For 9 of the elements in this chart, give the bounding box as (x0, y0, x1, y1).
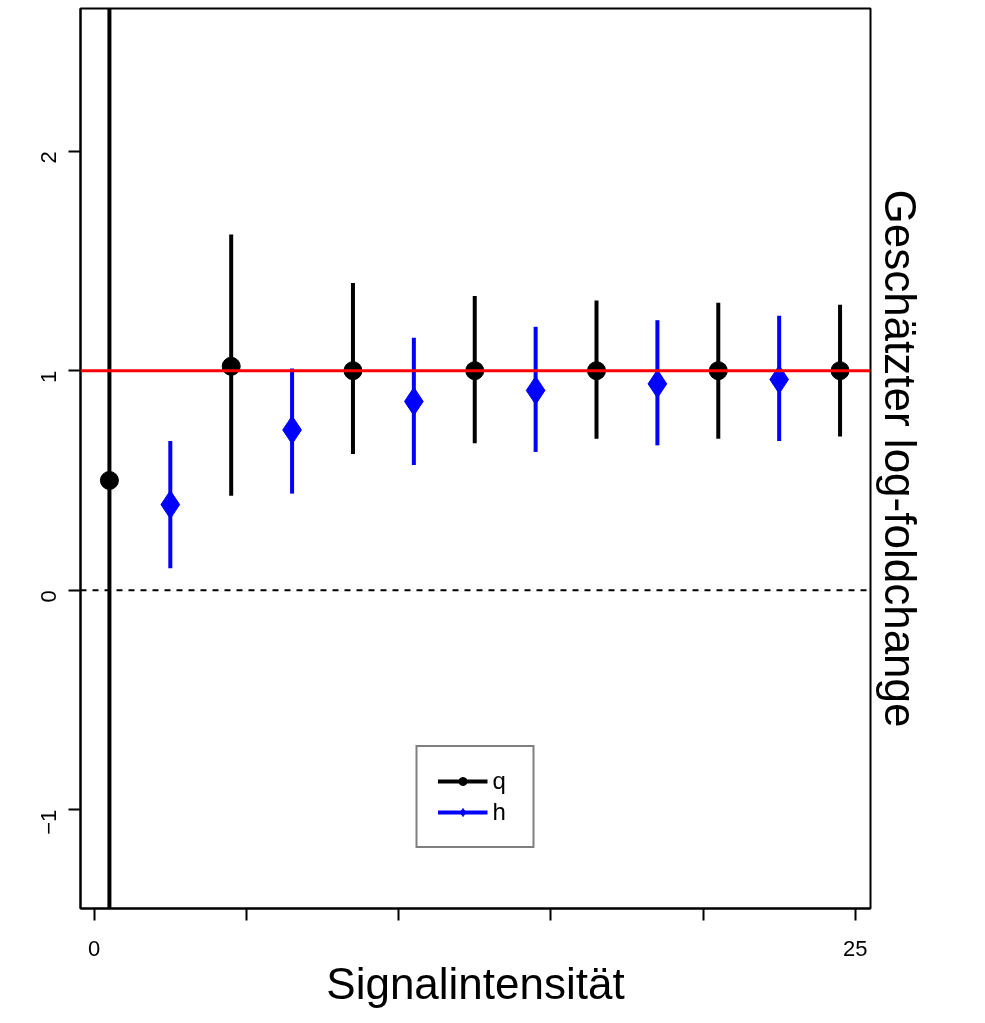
y-tick-label: 0 (36, 590, 61, 603)
y-tick-label: 1 (36, 370, 61, 383)
x-axis-title: Signalintensität (326, 958, 625, 1008)
y-axis-title: Geschätzter log-foldchange (875, 189, 925, 728)
x-tick-label: 25 (843, 935, 868, 961)
y-tick-label: 2 (36, 151, 61, 164)
legend-label: h (492, 798, 507, 826)
y-tick-label: −1 (36, 809, 61, 835)
legend-label: q (492, 767, 507, 795)
